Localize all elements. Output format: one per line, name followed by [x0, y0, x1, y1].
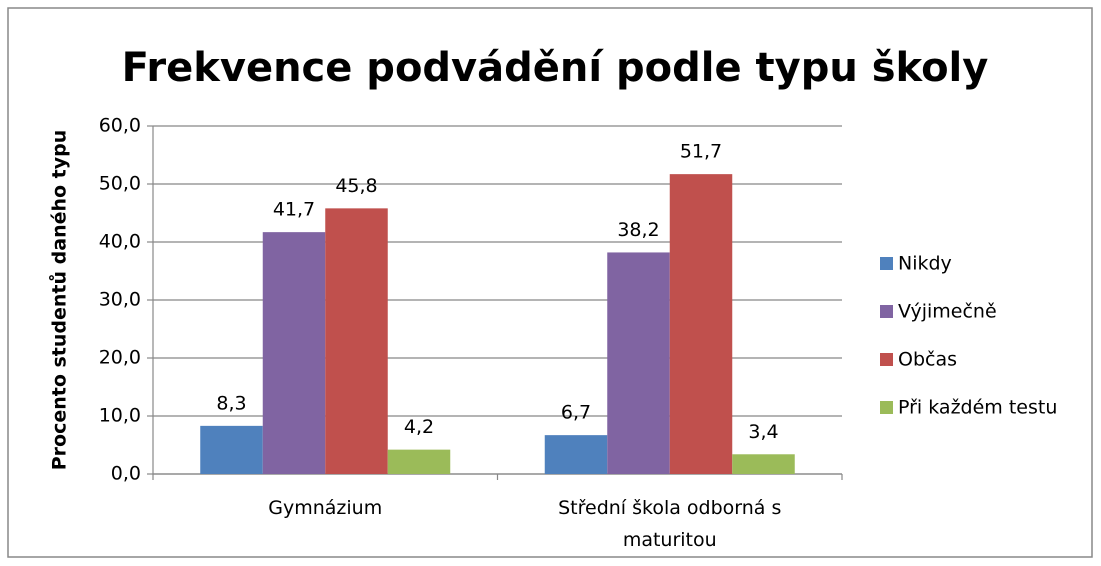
- data-label: 3,4: [748, 421, 778, 443]
- legend-swatch: [880, 305, 893, 318]
- bar: [200, 425, 263, 474]
- legend-label: Výjimečně: [898, 301, 997, 323]
- bar: [732, 454, 795, 474]
- y-tick-label: 30,0: [99, 289, 141, 311]
- bar: [262, 232, 326, 474]
- bar: [325, 208, 388, 475]
- data-label: 6,7: [561, 402, 591, 424]
- bar: [544, 435, 608, 474]
- y-tick-label: 60,0: [99, 115, 141, 137]
- bar: [669, 174, 733, 474]
- chart-title: Frekvence podvádění podle typu školy: [122, 45, 989, 91]
- y-tick-label: 0,0: [111, 463, 141, 485]
- y-tick-label: 20,0: [99, 347, 141, 369]
- data-label: 51,7: [680, 141, 722, 163]
- x-tick-label: Gymnázium: [268, 497, 383, 519]
- x-tick-label: Střední škola odborná s maturitou: [558, 497, 782, 551]
- data-label: 45,8: [335, 175, 377, 197]
- legend-label: Nikdy: [898, 253, 952, 275]
- data-label: 41,7: [273, 199, 315, 221]
- legend-label: Při každém testu: [898, 397, 1057, 419]
- data-label: 38,2: [617, 219, 659, 241]
- y-axis-title: Procento studentů daného typu: [48, 130, 71, 471]
- data-label: 4,2: [404, 416, 434, 438]
- data-label: 8,3: [216, 392, 246, 414]
- bar: [387, 449, 451, 474]
- y-tick-label: 10,0: [99, 405, 141, 427]
- legend-label: Občas: [898, 349, 957, 371]
- legend-swatch: [880, 353, 893, 366]
- legend-swatch: [880, 401, 893, 414]
- y-tick-label: 50,0: [99, 173, 141, 195]
- bar: [607, 252, 670, 474]
- y-tick-label: 40,0: [99, 231, 141, 253]
- legend-swatch: [880, 257, 893, 270]
